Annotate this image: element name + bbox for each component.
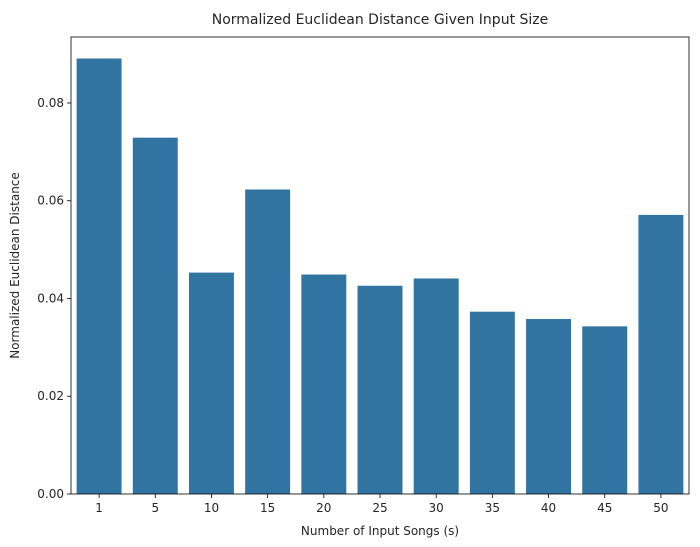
bar-5	[132, 137, 178, 494]
x-tick-label: 50	[653, 501, 668, 515]
x-tick-label: 35	[485, 501, 500, 515]
y-tick-label: 0.06	[37, 194, 64, 208]
bar-50	[638, 214, 684, 494]
bar-15	[245, 189, 291, 494]
bar-10	[188, 272, 234, 494]
x-axis-ticks: 1 5 10 15 20 25 30 35 40 45 50	[95, 494, 669, 515]
bar-1	[76, 58, 122, 494]
bar-25	[357, 285, 403, 494]
x-tick-label: 1	[95, 501, 103, 515]
plot-frame	[70, 36, 690, 495]
bar-35	[469, 311, 515, 494]
bars-group	[76, 58, 684, 494]
x-tick-label: 20	[316, 501, 331, 515]
bar-30	[413, 278, 459, 494]
bar-20	[301, 274, 347, 494]
y-tick-label: 0.04	[37, 291, 64, 305]
x-tick-label: 45	[597, 501, 612, 515]
x-tick-label: 5	[151, 501, 159, 515]
x-tick-label: 40	[541, 501, 556, 515]
bar-45	[582, 326, 628, 494]
x-tick-label: 15	[260, 501, 275, 515]
y-tick-label: 0.08	[37, 96, 64, 110]
y-axis-ticks: 0.00 0.02 0.04 0.06 0.08	[37, 96, 71, 501]
x-tick-label: 10	[204, 501, 219, 515]
chart-title: Normalized Euclidean Distance Given Inpu…	[212, 12, 549, 28]
x-tick-label: 30	[429, 501, 444, 515]
y-axis-label: Normalized Euclidean Distance	[8, 172, 22, 359]
x-axis-label: Number of Input Songs (s)	[301, 524, 459, 538]
bar-40	[526, 319, 572, 494]
x-tick-label: 25	[372, 501, 387, 515]
y-tick-label: 0.02	[37, 389, 64, 403]
y-tick-label: 0.00	[37, 487, 64, 501]
